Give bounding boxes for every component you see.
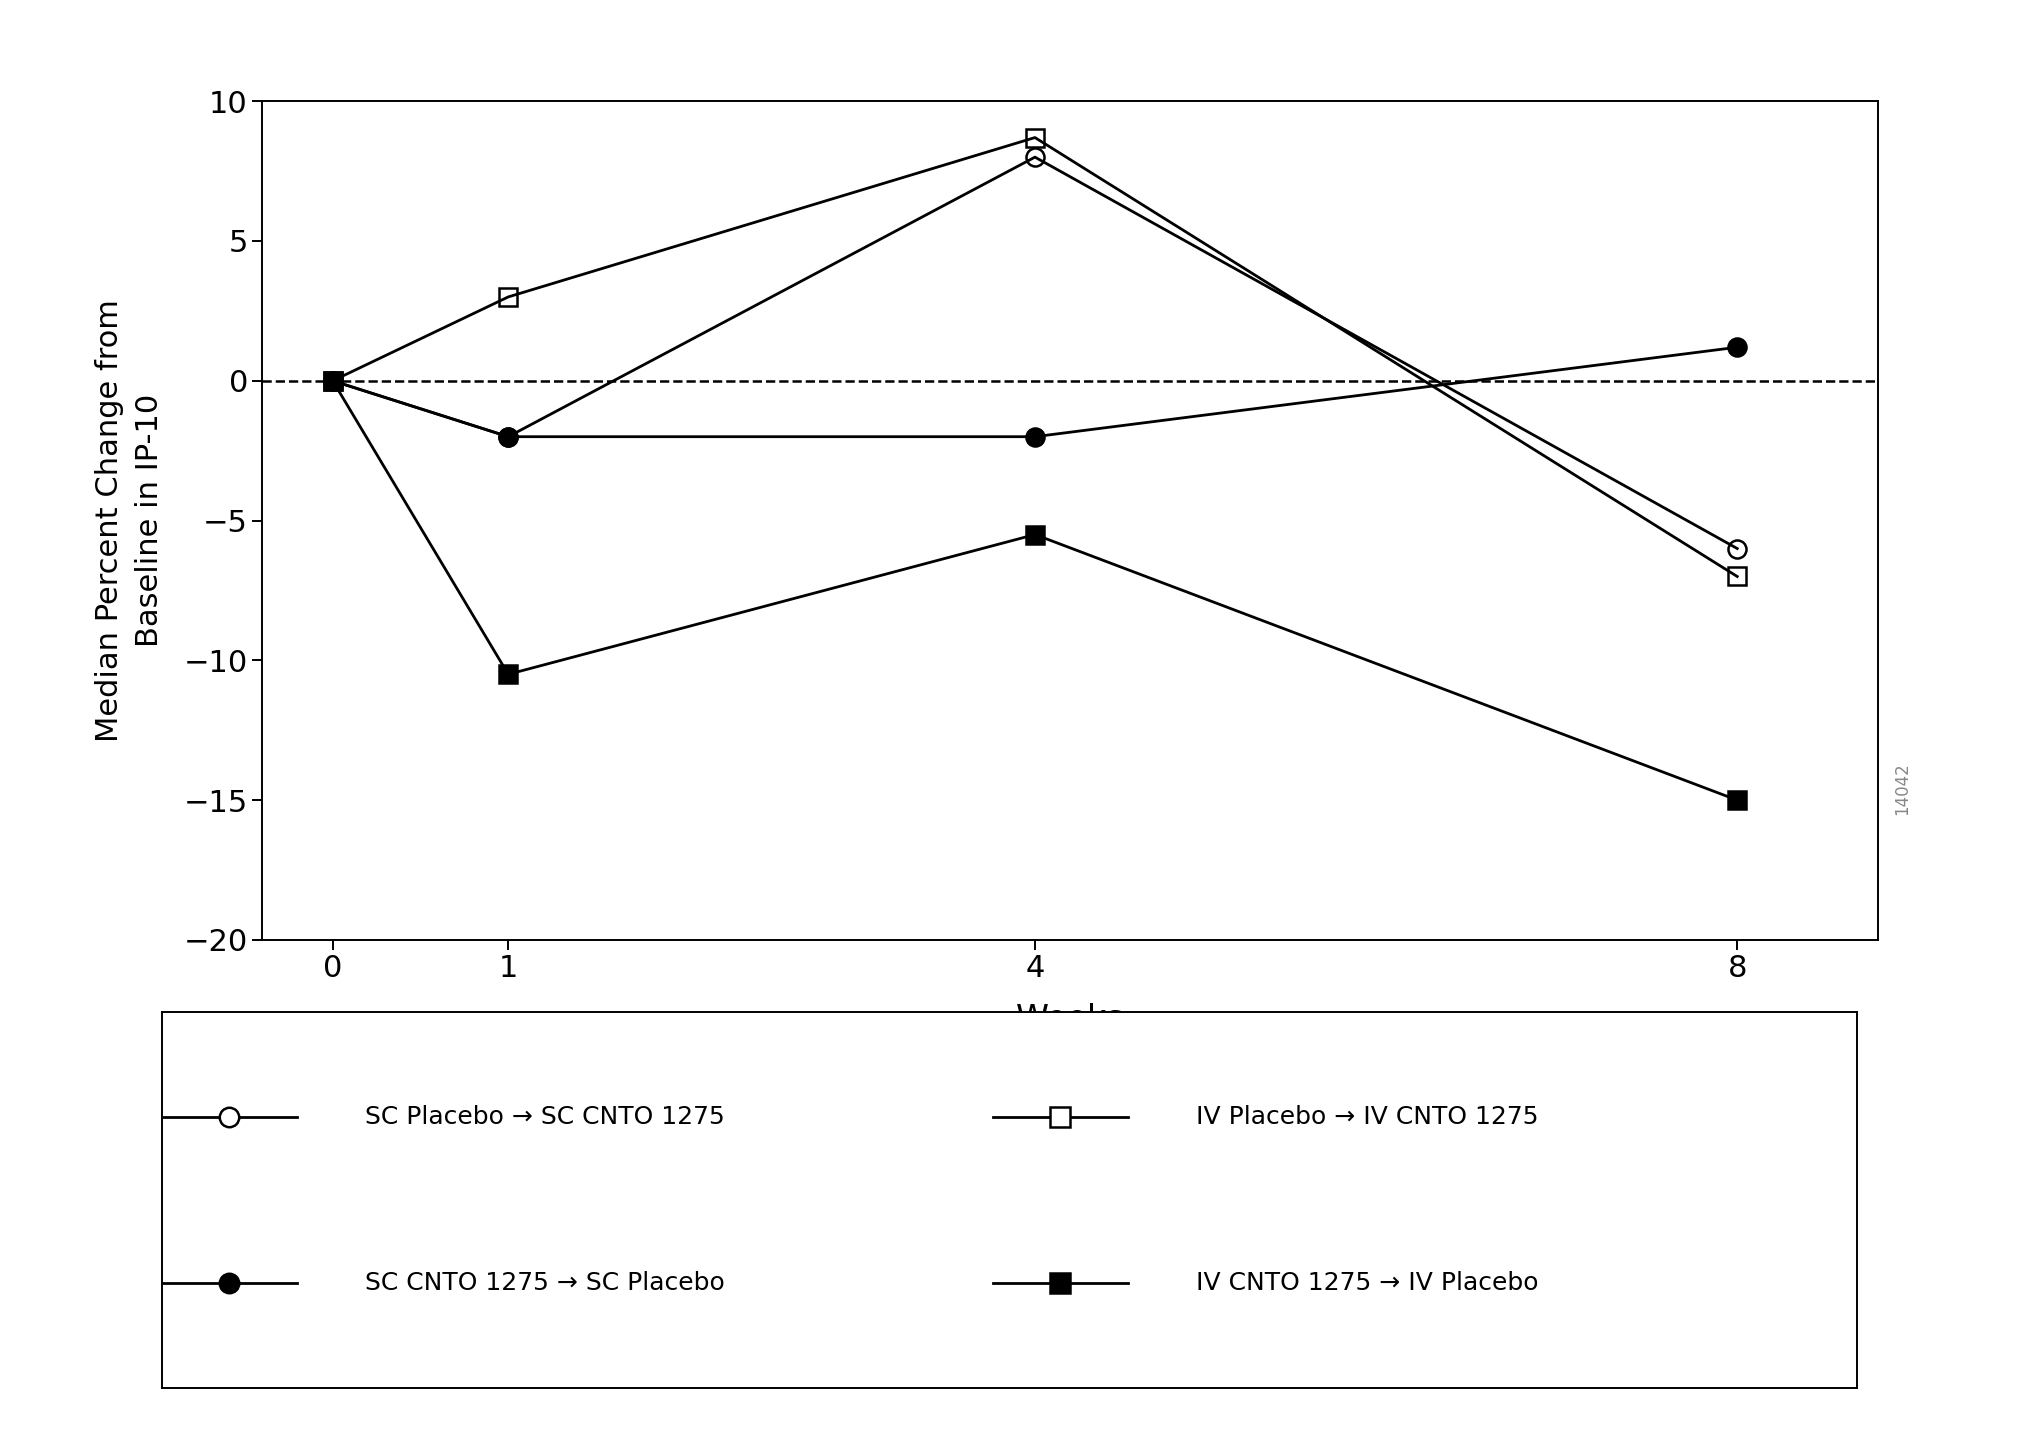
X-axis label: Weeks: Weeks [1016,1004,1125,1035]
Text: 14042: 14042 [1894,762,1910,816]
Text: IV CNTO 1275 → IV Placebo: IV CNTO 1275 → IV Placebo [1195,1271,1538,1294]
Y-axis label: Median Percent Change from
Baseline in IP-10: Median Percent Change from Baseline in I… [95,299,164,742]
Text: IV Placebo → IV CNTO 1275: IV Placebo → IV CNTO 1275 [1195,1106,1538,1129]
Text: SC Placebo → SC CNTO 1275: SC Placebo → SC CNTO 1275 [365,1106,725,1129]
Text: SC CNTO 1275 → SC Placebo: SC CNTO 1275 → SC Placebo [365,1271,725,1294]
